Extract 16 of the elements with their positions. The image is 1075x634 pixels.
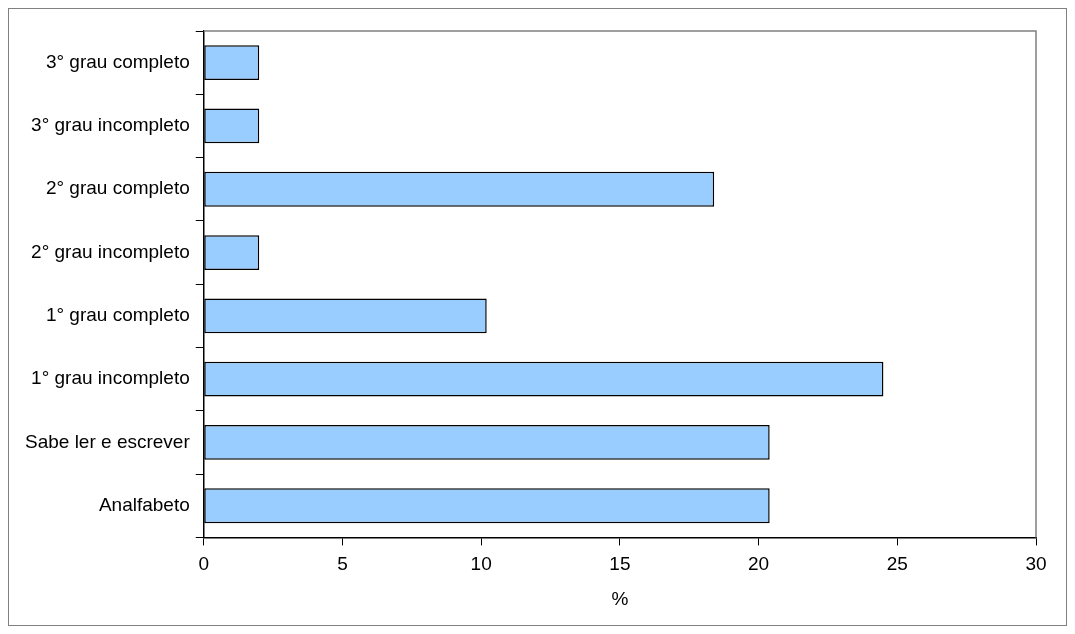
x-tick-label: 0 (198, 553, 210, 575)
x-tick-label: 5 (337, 553, 348, 575)
y-tick-label: 2° grau completo (45, 177, 190, 199)
x-tick-label: 20 (748, 553, 770, 575)
x-axis-title: % (611, 587, 629, 609)
y-tick-label: 1° grau incompleto (31, 367, 190, 389)
x-tick-label: 30 (1025, 553, 1047, 575)
x-tick-label: 10 (470, 553, 492, 575)
y-tick-label: 2° grau incompleto (31, 240, 190, 262)
x-tick-label: 15 (609, 553, 631, 575)
x-tick-label: 25 (886, 553, 908, 575)
y-tick-label: Sabe ler e escrever (25, 430, 191, 452)
y-tick-label: 3° grau incompleto (31, 114, 190, 136)
y-tick-label: Analfabeto (98, 493, 190, 515)
y-tick-label: 1° grau completo (45, 304, 190, 326)
y-tick-label: 3° grau completo (45, 50, 190, 72)
